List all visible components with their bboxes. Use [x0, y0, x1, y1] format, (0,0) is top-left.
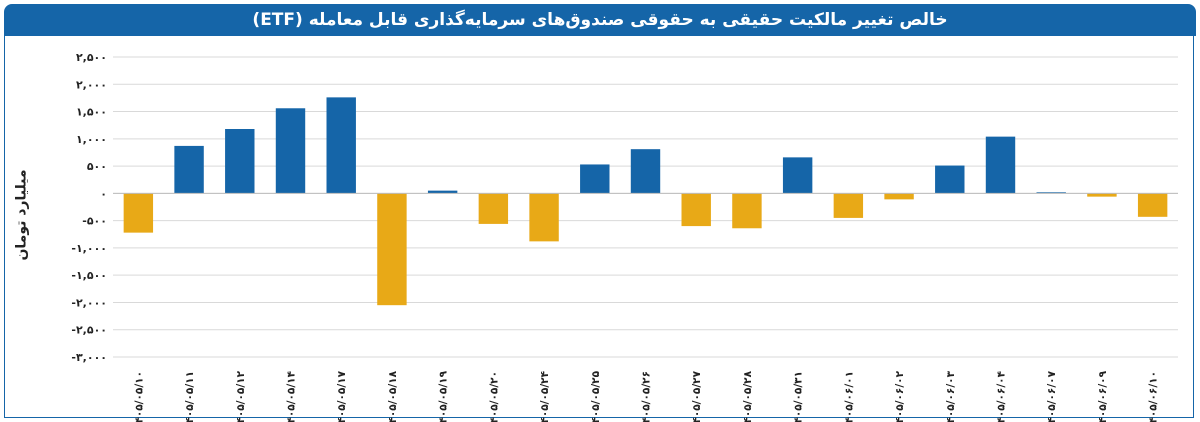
y-tick-label: ۵۰۰	[87, 160, 107, 173]
x-tick-label: ۱۴۰۵/۰۵/۱۲	[235, 370, 247, 422]
chart-frame	[4, 36, 1194, 418]
chart-title-bar: خالص تغییر مالکیت حقیقی به حقوقی صندوق‌ه…	[4, 4, 1196, 36]
x-tick-label: ۱۴۰۵/۰۶/۱۰	[1148, 371, 1160, 422]
x-tick-label: ۱۴۰۵/۰۵/۲۰	[488, 371, 500, 422]
bar	[935, 165, 965, 194]
bar	[529, 193, 559, 242]
bar	[732, 193, 762, 229]
x-tick-label: ۱۴۰۵/۰۵/۲۷	[691, 370, 703, 422]
bar	[580, 164, 610, 194]
y-tick-label: ۰	[100, 187, 107, 200]
x-tick-label: ۱۴۰۵/۰۵/۱۹	[438, 370, 450, 422]
bar	[326, 97, 356, 194]
bar	[427, 190, 458, 194]
y-tick-label: -۵۰۰	[82, 215, 107, 228]
bar	[275, 108, 306, 194]
bar	[174, 145, 204, 194]
bar	[377, 193, 407, 306]
bar	[478, 193, 509, 224]
x-tick-label: ۱۴۰۵/۰۶/۰۴	[996, 370, 1008, 422]
chart-title: خالص تغییر مالکیت حقیقی به حقوقی صندوق‌ه…	[252, 10, 948, 30]
x-tick-label: ۱۴۰۵/۰۶/۰۷	[1046, 370, 1058, 422]
x-tick-label: ۱۴۰۵/۰۵/۱۱	[184, 371, 196, 422]
x-tick-label: ۱۴۰۵/۰۵/۱۴	[286, 370, 298, 422]
bar	[1036, 192, 1066, 194]
y-tick-label: ۲,۵۰۰	[76, 51, 107, 64]
bar	[833, 193, 864, 218]
x-tick-label: ۱۴۰۵/۰۶/۰۳	[945, 370, 957, 422]
x-tick-label: ۱۴۰۵/۰۵/۲۶	[641, 371, 653, 422]
y-tick-label: ۲,۰۰۰	[76, 78, 107, 91]
x-tick-label: ۱۴۰۵/۰۵/۱۸	[387, 370, 399, 422]
x-tick-label: ۱۴۰۵/۰۵/۱۰	[133, 371, 145, 422]
x-tick-label: ۱۴۰۵/۰۵/۲۸	[742, 370, 754, 422]
x-tick-label: ۱۴۰۵/۰۵/۲۴	[539, 370, 551, 422]
bar	[985, 136, 1016, 194]
y-tick-label: -۲,۵۰۰	[71, 324, 107, 337]
y-tick-label: -۱,۰۰۰	[71, 242, 107, 255]
y-tick-label: -۳,۰۰۰	[71, 351, 107, 364]
x-tick-label: ۱۴۰۵/۰۵/۱۷	[336, 370, 348, 422]
x-tick-label: ۱۴۰۵/۰۵/۲۵	[590, 370, 602, 422]
y-tick-label: ۱,۰۰۰	[76, 133, 107, 146]
x-tick-label: ۱۴۰۵/۰۶/۰۱	[843, 371, 855, 422]
bar	[681, 193, 711, 227]
bar	[225, 129, 255, 194]
bar	[782, 157, 813, 194]
bar	[630, 149, 661, 194]
y-tick-label: ۱,۵۰۰	[76, 106, 107, 119]
bar	[1137, 193, 1168, 217]
x-tick-label: ۱۴۰۵/۰۶/۰۲	[894, 370, 906, 422]
bar	[884, 193, 914, 200]
y-tick-label: -۲,۰۰۰	[71, 296, 107, 309]
x-tick-label: ۱۴۰۵/۰۵/۳۱	[793, 371, 805, 422]
bar	[1087, 193, 1117, 197]
bar	[123, 193, 154, 233]
x-tick-label: ۱۴۰۵/۰۶/۰۹	[1097, 370, 1109, 422]
y-tick-label: -۱,۵۰۰	[71, 269, 107, 282]
